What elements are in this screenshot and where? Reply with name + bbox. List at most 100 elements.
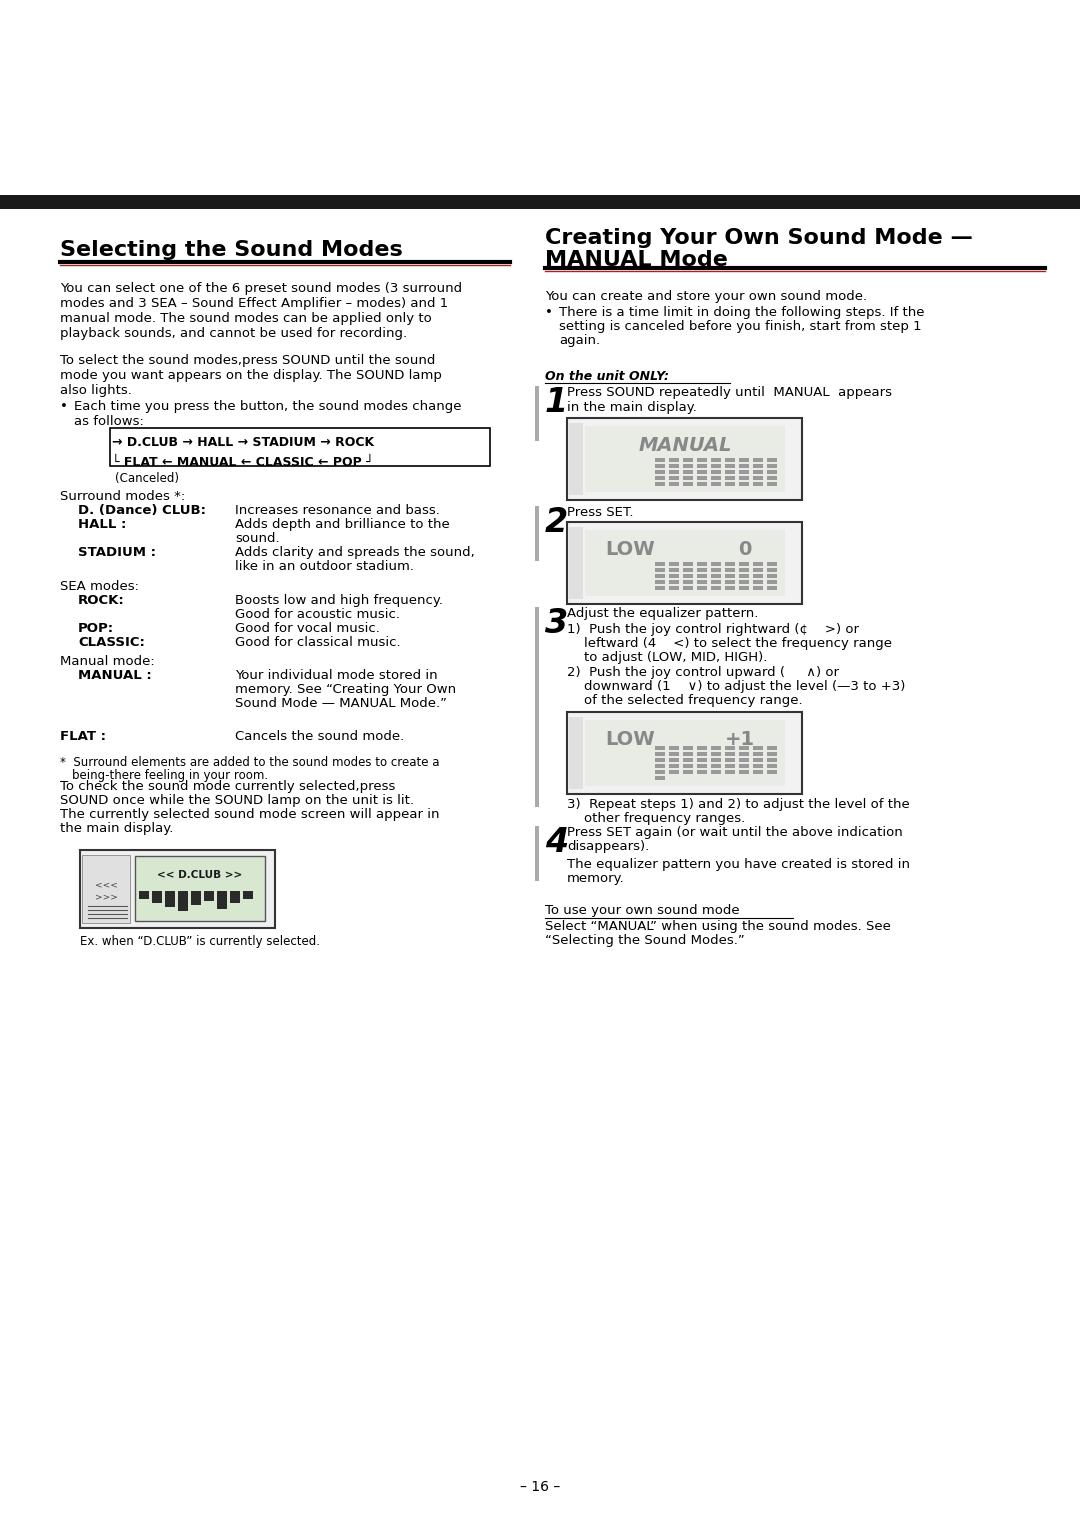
Bar bbox=[739, 458, 750, 461]
Bar bbox=[753, 587, 762, 590]
Bar bbox=[767, 587, 777, 590]
Bar bbox=[767, 465, 777, 468]
Bar bbox=[697, 764, 707, 769]
Bar bbox=[767, 746, 777, 750]
Text: Press SET.: Press SET. bbox=[567, 506, 634, 520]
Bar bbox=[217, 891, 227, 909]
Bar bbox=[569, 717, 583, 788]
Bar bbox=[697, 581, 707, 584]
Bar bbox=[683, 758, 693, 762]
Bar bbox=[739, 581, 750, 584]
Text: leftward (4    <) to select the frequency range: leftward (4 <) to select the frequency r… bbox=[567, 637, 892, 649]
Bar bbox=[683, 465, 693, 468]
Bar bbox=[654, 581, 665, 584]
Bar bbox=[654, 587, 665, 590]
Text: Select “MANUAL” when using the sound modes. See: Select “MANUAL” when using the sound mod… bbox=[545, 920, 891, 934]
Bar bbox=[204, 891, 214, 902]
Bar bbox=[669, 568, 679, 571]
Text: of the selected frequency range.: of the selected frequency range. bbox=[567, 694, 802, 707]
Bar bbox=[753, 758, 762, 762]
Text: To select the sound modes,press SOUND until the sound
mode you want appears on t: To select the sound modes,press SOUND un… bbox=[60, 354, 442, 397]
Bar bbox=[669, 581, 679, 584]
Text: MANUAL :: MANUAL : bbox=[78, 669, 152, 681]
Bar bbox=[567, 523, 802, 604]
Text: → D.CLUB → HALL → STADIUM → ROCK: → D.CLUB → HALL → STADIUM → ROCK bbox=[112, 435, 374, 449]
Bar bbox=[725, 746, 735, 750]
Bar bbox=[654, 562, 665, 565]
Text: ROCK:: ROCK: bbox=[78, 594, 125, 607]
Bar bbox=[739, 568, 750, 571]
Bar bbox=[725, 481, 735, 486]
Text: STADIUM :: STADIUM : bbox=[78, 545, 156, 559]
Bar bbox=[753, 581, 762, 584]
Bar bbox=[683, 752, 693, 756]
Text: 1)  Push the joy control rightward (¢    >) or: 1) Push the joy control rightward (¢ >) … bbox=[567, 623, 859, 636]
Text: like in an outdoor stadium.: like in an outdoor stadium. bbox=[235, 559, 414, 573]
Text: Good for classical music.: Good for classical music. bbox=[235, 636, 401, 649]
Bar bbox=[697, 758, 707, 762]
Text: Good for vocal music.: Good for vocal music. bbox=[235, 622, 380, 636]
Bar bbox=[711, 471, 721, 474]
Bar bbox=[739, 764, 750, 769]
Text: Your individual mode stored in: Your individual mode stored in bbox=[235, 669, 437, 681]
Text: The equalizer pattern you have created is stored in: The equalizer pattern you have created i… bbox=[567, 859, 910, 871]
Text: CLASSIC:: CLASSIC: bbox=[78, 636, 145, 649]
Bar bbox=[697, 471, 707, 474]
Text: MANUAL: MANUAL bbox=[638, 435, 731, 455]
Text: Selecting the Sound Modes: Selecting the Sound Modes bbox=[60, 240, 403, 260]
Bar bbox=[697, 746, 707, 750]
Bar bbox=[654, 458, 665, 461]
Bar bbox=[697, 752, 707, 756]
Text: •: • bbox=[545, 306, 553, 319]
Text: LOW: LOW bbox=[605, 730, 654, 749]
Bar bbox=[230, 891, 240, 903]
Bar bbox=[711, 758, 721, 762]
Text: to adjust (LOW, MID, HIGH).: to adjust (LOW, MID, HIGH). bbox=[567, 651, 768, 665]
Bar bbox=[711, 770, 721, 775]
Text: Adds clarity and spreads the sound,: Adds clarity and spreads the sound, bbox=[235, 545, 475, 559]
Text: On the unit ONLY:: On the unit ONLY: bbox=[545, 370, 669, 384]
Text: memory.: memory. bbox=[567, 872, 624, 885]
Text: You can create and store your own sound mode.: You can create and store your own sound … bbox=[545, 290, 867, 303]
Text: again.: again. bbox=[559, 335, 600, 347]
Bar bbox=[683, 746, 693, 750]
Bar bbox=[739, 746, 750, 750]
Bar bbox=[739, 477, 750, 480]
Bar bbox=[697, 477, 707, 480]
Text: 3)  Repeat steps 1) and 2) to adjust the level of the: 3) Repeat steps 1) and 2) to adjust the … bbox=[567, 798, 909, 811]
Bar bbox=[725, 587, 735, 590]
Text: Each time you press the button, the sound modes change
as follows:: Each time you press the button, the soun… bbox=[75, 400, 461, 428]
Bar bbox=[654, 764, 665, 769]
Text: MANUAL Mode: MANUAL Mode bbox=[545, 251, 728, 270]
Bar bbox=[654, 471, 665, 474]
Bar bbox=[753, 562, 762, 565]
Bar bbox=[80, 850, 275, 927]
Text: memory. See “Creating Your Own: memory. See “Creating Your Own bbox=[235, 683, 456, 695]
Bar bbox=[654, 481, 665, 486]
Text: <<<: <<< bbox=[95, 880, 118, 889]
Bar bbox=[739, 752, 750, 756]
Bar bbox=[697, 770, 707, 775]
Bar bbox=[767, 758, 777, 762]
Text: 2)  Push the joy control upward (     ∧) or: 2) Push the joy control upward ( ∧) or bbox=[567, 666, 839, 678]
Bar bbox=[725, 458, 735, 461]
Bar bbox=[567, 419, 802, 500]
Bar bbox=[711, 458, 721, 461]
Bar bbox=[711, 477, 721, 480]
Bar bbox=[0, 196, 1080, 209]
Text: SOUND once while the SOUND lamp on the unit is lit.: SOUND once while the SOUND lamp on the u… bbox=[60, 795, 414, 807]
Text: 4: 4 bbox=[545, 827, 568, 859]
Text: You can select one of the 6 preset sound modes (3 surround
modes and 3 SEA – Sou: You can select one of the 6 preset sound… bbox=[60, 283, 462, 341]
Text: To use your own sound mode: To use your own sound mode bbox=[545, 905, 740, 917]
Bar bbox=[654, 568, 665, 571]
Bar bbox=[767, 477, 777, 480]
Bar bbox=[585, 530, 785, 596]
Bar bbox=[711, 575, 721, 578]
Bar bbox=[725, 568, 735, 571]
Bar bbox=[753, 465, 762, 468]
Bar bbox=[585, 720, 785, 785]
Bar bbox=[535, 387, 539, 442]
Bar bbox=[711, 764, 721, 769]
Bar bbox=[697, 575, 707, 578]
Text: 3: 3 bbox=[545, 607, 568, 640]
